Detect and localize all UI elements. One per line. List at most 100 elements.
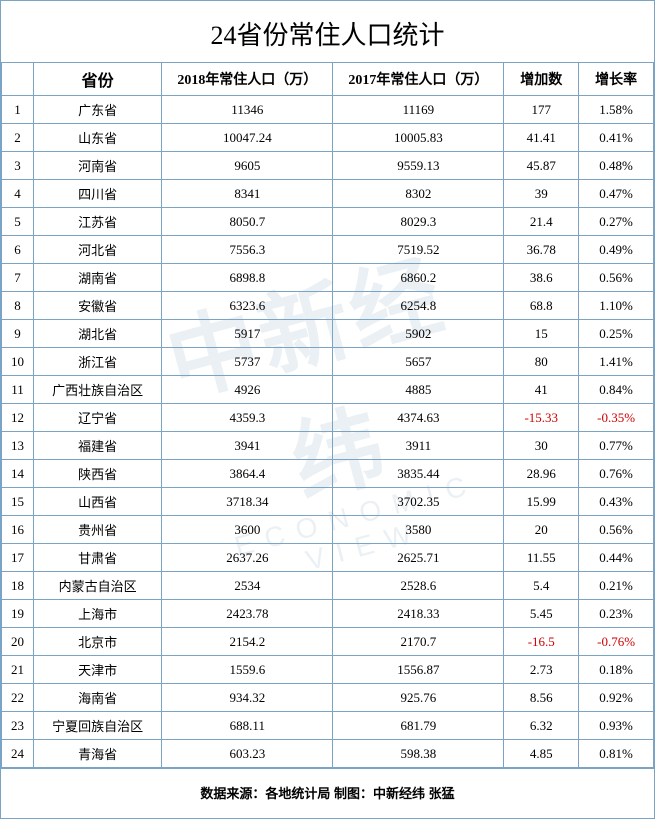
cell-rate: 1.58% (579, 96, 654, 124)
table-body: 1广东省11346111691771.58%2山东省10047.2410005.… (2, 96, 654, 768)
cell-rate: 0.81% (579, 740, 654, 768)
cell-rate: 0.23% (579, 600, 654, 628)
cell-index: 15 (2, 488, 34, 516)
col-rate: 增长率 (579, 63, 654, 96)
cell-index: 12 (2, 404, 34, 432)
cell-index: 9 (2, 320, 34, 348)
cell-index: 10 (2, 348, 34, 376)
cell-2018: 11346 (162, 96, 333, 124)
cell-increase: 2.73 (504, 656, 579, 684)
cell-province: 辽宁省 (34, 404, 162, 432)
cell-2018: 3864.4 (162, 460, 333, 488)
cell-rate: 0.27% (579, 208, 654, 236)
col-index (2, 63, 34, 96)
cell-2018: 4359.3 (162, 404, 333, 432)
cell-index: 24 (2, 740, 34, 768)
cell-rate: 0.77% (579, 432, 654, 460)
cell-2018: 3600 (162, 516, 333, 544)
cell-2017: 2418.33 (333, 600, 504, 628)
cell-province: 安徽省 (34, 292, 162, 320)
table-row: 17甘肃省2637.262625.7111.550.44% (2, 544, 654, 572)
col-province: 省份 (34, 63, 162, 96)
cell-province: 上海市 (34, 600, 162, 628)
cell-index: 5 (2, 208, 34, 236)
cell-province: 湖北省 (34, 320, 162, 348)
table-row: 13福建省39413911300.77% (2, 432, 654, 460)
cell-2017: 2170.7 (333, 628, 504, 656)
cell-2018: 3718.34 (162, 488, 333, 516)
cell-province: 北京市 (34, 628, 162, 656)
cell-increase: 39 (504, 180, 579, 208)
cell-2017: 10005.83 (333, 124, 504, 152)
cell-2017: 925.76 (333, 684, 504, 712)
cell-increase: 4.85 (504, 740, 579, 768)
cell-2018: 6323.6 (162, 292, 333, 320)
cell-index: 3 (2, 152, 34, 180)
cell-increase: 41 (504, 376, 579, 404)
cell-increase: -16.5 (504, 628, 579, 656)
cell-province: 山西省 (34, 488, 162, 516)
cell-2018: 2637.26 (162, 544, 333, 572)
cell-index: 22 (2, 684, 34, 712)
cell-rate: 0.56% (579, 516, 654, 544)
cell-2018: 2534 (162, 572, 333, 600)
cell-2017: 6860.2 (333, 264, 504, 292)
cell-province: 浙江省 (34, 348, 162, 376)
cell-index: 8 (2, 292, 34, 320)
cell-index: 11 (2, 376, 34, 404)
cell-2017: 2625.71 (333, 544, 504, 572)
cell-index: 13 (2, 432, 34, 460)
table-row: 10浙江省57375657801.41% (2, 348, 654, 376)
cell-index: 7 (2, 264, 34, 292)
table-row: 8安徽省6323.66254.868.81.10% (2, 292, 654, 320)
footer-text: 数据来源：各地统计局 制图：中新经纬 张猛 (1, 768, 654, 818)
population-table: 省份 2018年常住人口（万） 2017年常住人口（万） 增加数 增长率 1广东… (1, 62, 654, 768)
table-row: 15山西省3718.343702.3515.990.43% (2, 488, 654, 516)
cell-rate: -0.35% (579, 404, 654, 432)
cell-rate: 1.41% (579, 348, 654, 376)
cell-2018: 9605 (162, 152, 333, 180)
cell-2018: 3941 (162, 432, 333, 460)
cell-2017: 3702.35 (333, 488, 504, 516)
cell-province: 河南省 (34, 152, 162, 180)
cell-rate: 0.84% (579, 376, 654, 404)
cell-increase: 30 (504, 432, 579, 460)
table-row: 11广西壮族自治区49264885410.84% (2, 376, 654, 404)
cell-province: 贵州省 (34, 516, 162, 544)
cell-2017: 3835.44 (333, 460, 504, 488)
cell-2018: 688.11 (162, 712, 333, 740)
cell-increase: 21.4 (504, 208, 579, 236)
cell-increase: 6.32 (504, 712, 579, 740)
cell-2018: 4926 (162, 376, 333, 404)
table-row: 4四川省83418302390.47% (2, 180, 654, 208)
cell-index: 21 (2, 656, 34, 684)
cell-2018: 6898.8 (162, 264, 333, 292)
cell-rate: 0.93% (579, 712, 654, 740)
cell-index: 23 (2, 712, 34, 740)
cell-2017: 5657 (333, 348, 504, 376)
cell-2018: 2154.2 (162, 628, 333, 656)
cell-province: 山东省 (34, 124, 162, 152)
cell-rate: 0.41% (579, 124, 654, 152)
cell-2017: 8029.3 (333, 208, 504, 236)
cell-2017: 681.79 (333, 712, 504, 740)
cell-2017: 4374.63 (333, 404, 504, 432)
cell-increase: 15 (504, 320, 579, 348)
cell-rate: -0.76% (579, 628, 654, 656)
cell-index: 1 (2, 96, 34, 124)
cell-2017: 7519.52 (333, 236, 504, 264)
cell-2018: 8050.7 (162, 208, 333, 236)
cell-increase: 41.41 (504, 124, 579, 152)
cell-rate: 0.76% (579, 460, 654, 488)
table-row: 14陕西省3864.43835.4428.960.76% (2, 460, 654, 488)
table-row: 5江苏省8050.78029.321.40.27% (2, 208, 654, 236)
cell-province: 内蒙古自治区 (34, 572, 162, 600)
cell-increase: 177 (504, 96, 579, 124)
cell-index: 2 (2, 124, 34, 152)
cell-province: 甘肃省 (34, 544, 162, 572)
cell-index: 20 (2, 628, 34, 656)
table-row: 24青海省603.23598.384.850.81% (2, 740, 654, 768)
table-row: 3河南省96059559.1345.870.48% (2, 152, 654, 180)
cell-province: 广东省 (34, 96, 162, 124)
table-row: 22海南省934.32925.768.560.92% (2, 684, 654, 712)
